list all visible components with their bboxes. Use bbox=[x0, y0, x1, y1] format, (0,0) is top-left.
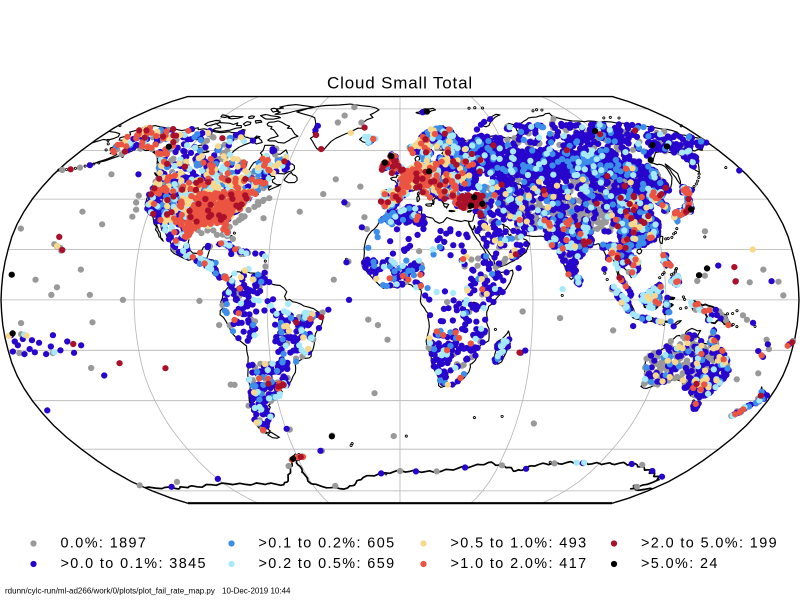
svg-text:Cloud Small Total: Cloud Small Total bbox=[327, 74, 473, 93]
svg-text:rdunn/cylc-run/ml-ad266/work/0: rdunn/cylc-run/ml-ad266/work/0/plots/plo… bbox=[5, 586, 215, 595]
svg-text:>1.0 to 2.0%: 417: >1.0 to 2.0%: 417 bbox=[451, 556, 588, 572]
svg-text:>0.1 to 0.2%: 605: >0.1 to 0.2%: 605 bbox=[259, 536, 396, 552]
svg-text:10-Dec-2019 10:44: 10-Dec-2019 10:44 bbox=[222, 586, 291, 595]
svg-text:0.0%: 1897: 0.0%: 1897 bbox=[61, 536, 148, 552]
svg-text:>0.2 to 0.5%: 659: >0.2 to 0.5%: 659 bbox=[259, 556, 396, 572]
svg-text:>0.0 to 0.1%: 3845: >0.0 to 0.1%: 3845 bbox=[61, 556, 207, 572]
svg-text:>2.0 to 5.0%: 199: >2.0 to 5.0%: 199 bbox=[641, 536, 778, 552]
svg-text:>0.5 to 1.0%: 493: >0.5 to 1.0%: 493 bbox=[451, 536, 588, 552]
svg-text:>5.0%: 24: >5.0%: 24 bbox=[641, 556, 719, 572]
